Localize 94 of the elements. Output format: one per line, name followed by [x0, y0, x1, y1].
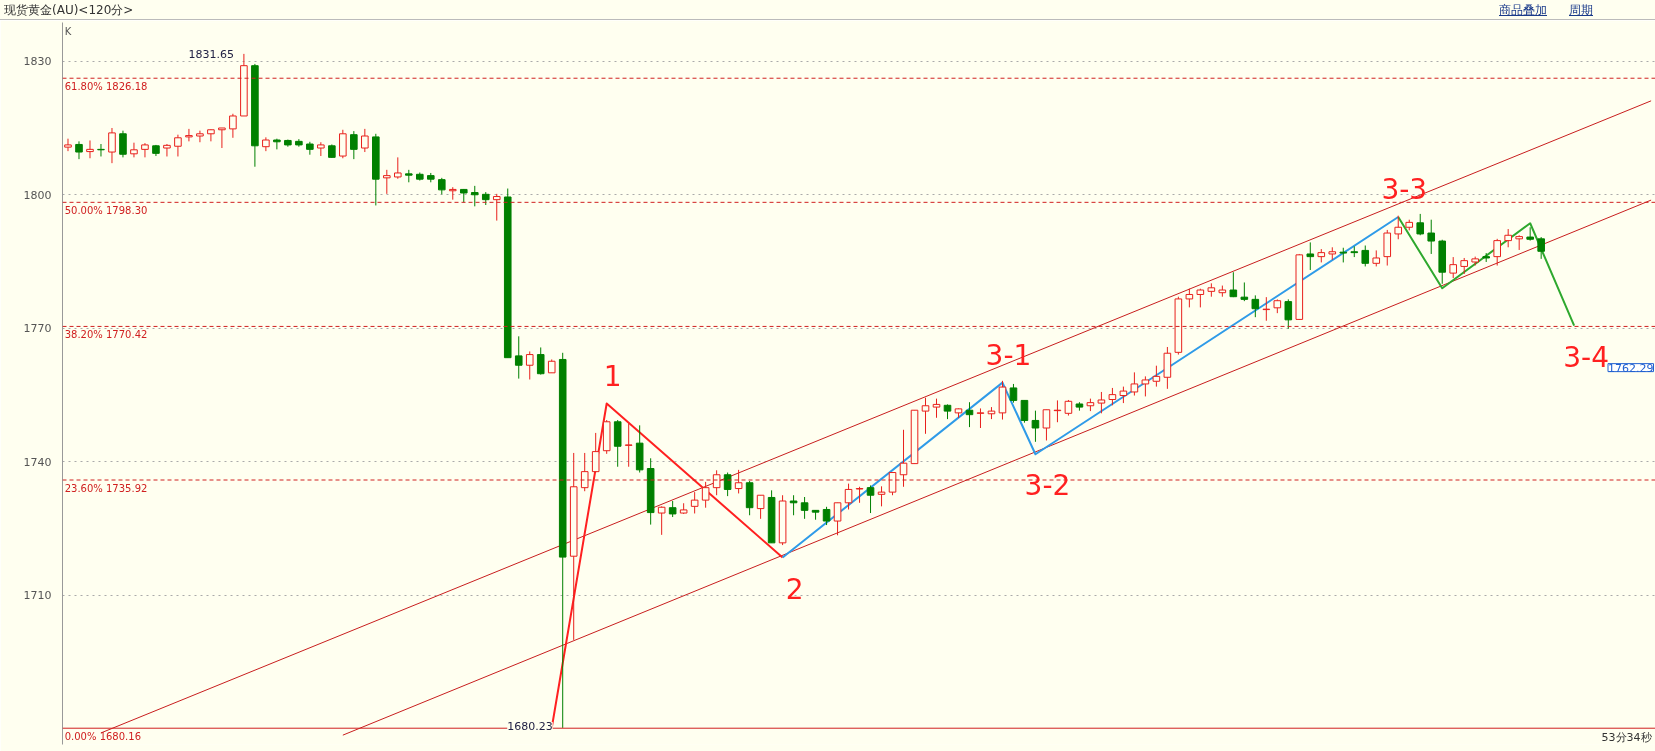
candlestick: [273, 138, 281, 150]
candlestick: [701, 481, 710, 509]
candlestick: [800, 496, 809, 520]
candlestick: [1229, 271, 1238, 298]
candlestick: [723, 472, 732, 497]
line-series: [781, 216, 1400, 559]
candlestick: [141, 142, 149, 158]
candlestick: [976, 407, 985, 429]
candlestick: [690, 491, 699, 514]
candlestick: [1427, 219, 1436, 255]
candlestick: [1394, 215, 1403, 240]
candlestick: [1009, 383, 1018, 404]
candlestick: [1130, 371, 1139, 397]
ref-line-label: 61.80% 1826.18: [64, 81, 148, 93]
ref-line-label: 0.00% 1680.16: [64, 731, 142, 743]
candlestick: [361, 128, 369, 153]
candlestick: [580, 452, 589, 492]
candlestick: [1097, 391, 1106, 414]
y-tick-label: 1740: [23, 455, 52, 469]
candlestick: [1306, 241, 1315, 271]
annotation: 53分34秒: [1601, 730, 1652, 744]
annotation: 3-1: [985, 338, 1032, 372]
candlestick: [591, 432, 600, 474]
candlestick: [1240, 281, 1249, 302]
candlestick: [1185, 288, 1194, 308]
candlestick: [624, 423, 633, 468]
candlestick: [317, 141, 325, 157]
annotation: 3-4: [1563, 340, 1610, 374]
candlestick: [1361, 245, 1370, 267]
candlestick: [866, 484, 875, 514]
y-tick-label: 1770: [23, 322, 52, 336]
candlestick: [921, 397, 930, 435]
candlestick: [218, 127, 226, 149]
candlestick: [932, 398, 941, 419]
candlestick: [1493, 238, 1501, 267]
candlestick: [1152, 365, 1161, 388]
candlestick: [536, 346, 545, 376]
candlestick: [470, 185, 479, 207]
candlestick: [1251, 294, 1260, 318]
candlestick: [1537, 236, 1545, 260]
candlestick: [822, 506, 831, 526]
candlestick: [657, 505, 666, 536]
candlestick: [833, 502, 842, 536]
candlestick: [394, 156, 402, 180]
candlestick: [207, 128, 215, 142]
candlestick: [844, 483, 853, 510]
candlestick: [229, 113, 237, 139]
annotation: 2: [785, 572, 804, 606]
candlestick: [514, 335, 523, 380]
annotation: 3-2: [1024, 469, 1071, 503]
ref-line-label: 23.60% 1735.92: [64, 483, 148, 494]
ref-line-label: 38.20% 1770.42: [64, 329, 148, 341]
candlestick: [712, 469, 721, 496]
candlestick: [1042, 409, 1051, 441]
candlestick: [86, 139, 94, 159]
candlestick: [1284, 298, 1293, 330]
candlestick: [877, 485, 886, 507]
annotation: 1: [603, 359, 622, 393]
candlestick: [108, 127, 116, 164]
candlestick: [1141, 375, 1150, 397]
candlestick: [383, 169, 391, 195]
ref-line-label: 50.00% 1798.30: [64, 205, 148, 217]
candlestick: [130, 142, 138, 158]
candlestick: [196, 130, 204, 143]
candlestick: [185, 128, 193, 142]
candlestick: [448, 186, 457, 201]
text: 商品叠加: [1499, 3, 1547, 17]
candlestick: [756, 494, 765, 520]
candlestick: [734, 469, 743, 494]
candlestick: [1031, 410, 1040, 443]
candlestick: [1449, 256, 1458, 279]
candlestick: [789, 494, 798, 516]
y-tick-label: 1830: [23, 55, 52, 69]
chart-title: 现货黄金(AU)<120分>: [3, 2, 134, 19]
y-tick-label: 1710: [23, 589, 52, 603]
candlestick: [174, 134, 182, 157]
text: 周期: [1569, 3, 1593, 17]
candlestick: [306, 141, 314, 156]
annotation: K: [64, 25, 72, 37]
candlestick: [339, 129, 347, 159]
annotation: 1831.65: [188, 47, 234, 61]
candlestick: [525, 350, 534, 380]
candlestick: [492, 193, 501, 222]
candlestick: [1504, 228, 1512, 248]
candlestick: [163, 143, 171, 157]
y-tick-label: 1800: [23, 188, 52, 202]
annotation: 1680.23: [507, 719, 553, 733]
candlestick: [1383, 229, 1392, 267]
candlestick: [1020, 399, 1029, 424]
candlestick: [350, 130, 358, 160]
line-series: [1397, 216, 1576, 327]
candlestick: [75, 140, 83, 160]
annotation: 3-3: [1381, 173, 1428, 207]
candlestick: [119, 130, 127, 158]
